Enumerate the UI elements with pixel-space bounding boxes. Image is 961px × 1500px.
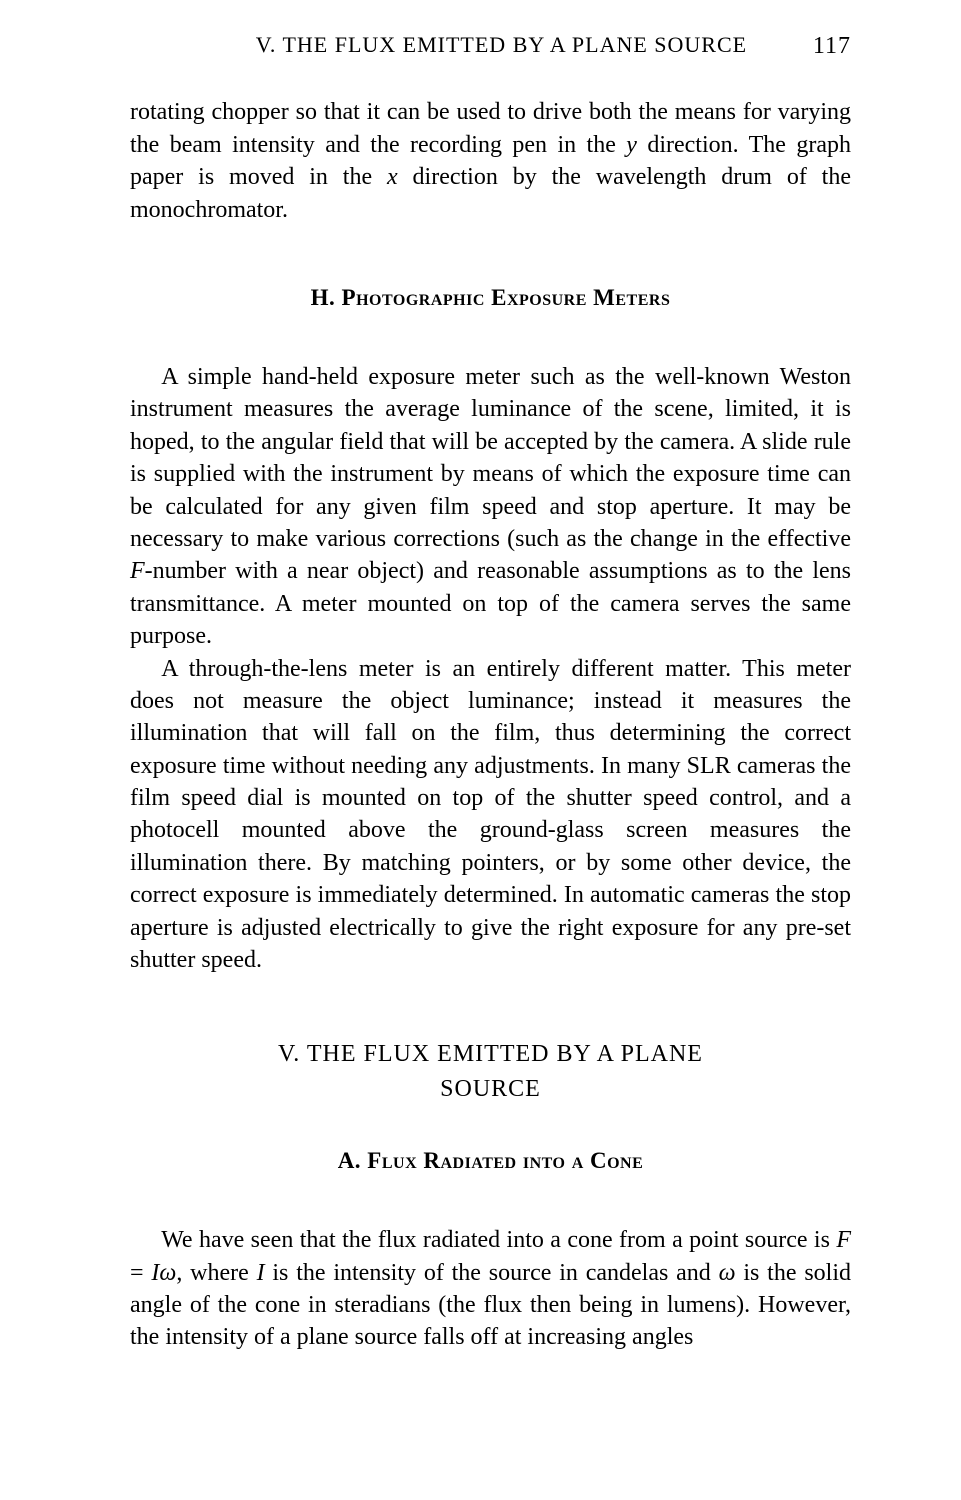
para1-x-italic: x: [387, 164, 398, 190]
para1-y-italic: y: [626, 132, 637, 158]
para4-omega2: ω: [719, 1260, 736, 1286]
running-head: V. THE FLUX EMITTED BY A PLANE SOURCE: [130, 30, 813, 62]
para4-I2: I: [257, 1260, 265, 1286]
heading-h: H. Photographic Exposure Meters: [130, 282, 851, 313]
para2-F-italic: F: [130, 558, 145, 584]
para4-text-c: is the intensity of the source in candel…: [265, 1260, 719, 1286]
para2-text-b: -number with a near object) and reasonab…: [130, 558, 851, 649]
page-number: 117: [813, 30, 851, 62]
para4-eq: =: [130, 1260, 151, 1286]
para4-omega: ω: [159, 1260, 176, 1286]
para4-text-a: We have seen that the flux radiated into…: [161, 1227, 836, 1253]
heading-a: A. Flux Radiated into a Cone: [130, 1145, 851, 1176]
para4-F: F: [836, 1227, 851, 1253]
para2-text-a: A simple hand-held exposure meter such a…: [130, 364, 851, 552]
paragraph-4: We have seen that the flux radiated into…: [130, 1224, 851, 1354]
heading-v-line1: V. THE FLUX EMITTED BY A PLANE: [130, 1038, 851, 1070]
paragraph-3: A through-the-lens meter is an entirely …: [130, 653, 851, 977]
paragraph-1: rotating chopper so that it can be used …: [130, 96, 851, 226]
paragraph-2: A simple hand-held exposure meter such a…: [130, 361, 851, 653]
heading-v-line2: SOURCE: [130, 1073, 851, 1105]
page-header: V. THE FLUX EMITTED BY A PLANE SOURCE 11…: [130, 30, 851, 62]
para4-text-b: , where: [176, 1260, 256, 1286]
